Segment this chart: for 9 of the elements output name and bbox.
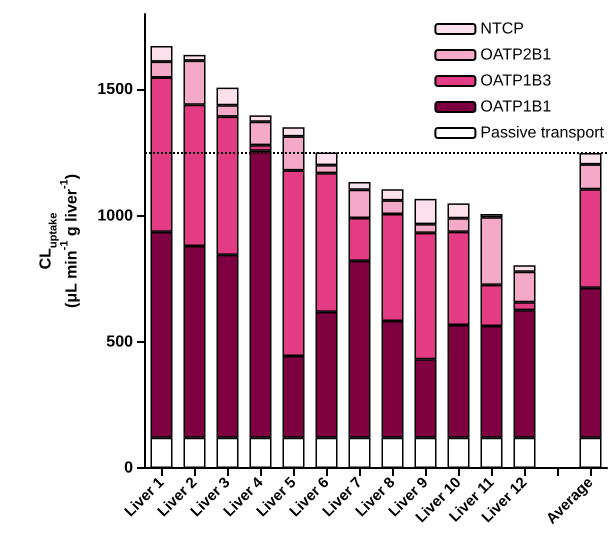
y-tick-label: 1500: [97, 81, 134, 98]
y-tick-label: 1000: [97, 207, 134, 224]
legend-label: OATP1B1: [480, 98, 552, 116]
y-tick-label: 0: [124, 460, 134, 476]
y-tick-label: 500: [106, 333, 134, 350]
legend-label: OATP2B1: [480, 46, 552, 64]
legend-label: OATP1B3: [480, 72, 552, 90]
legend-label: Passive transport: [480, 124, 605, 142]
legend-label: NTCP: [480, 20, 524, 38]
